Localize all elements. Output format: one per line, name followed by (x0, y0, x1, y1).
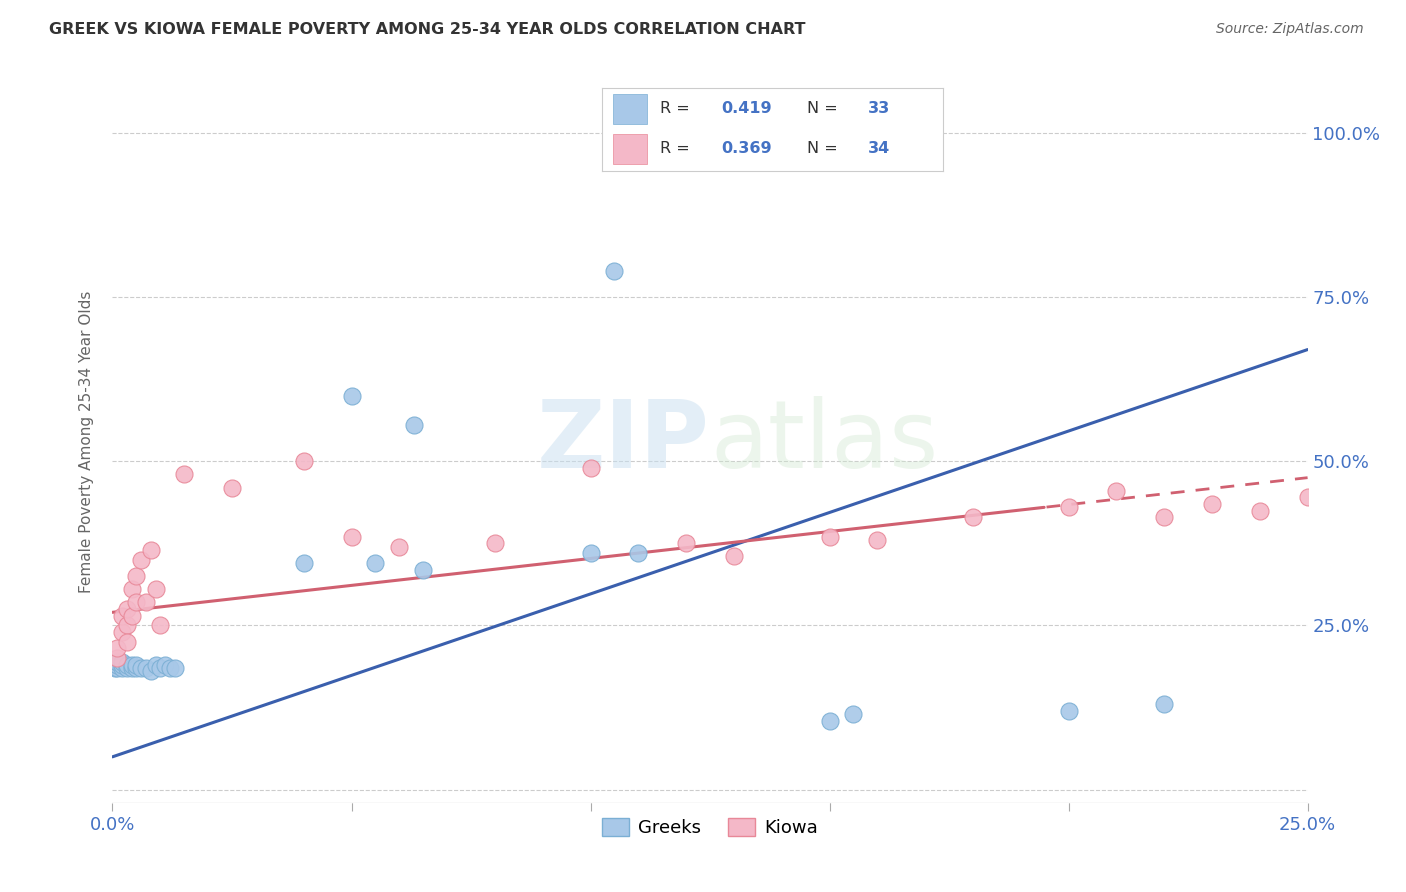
Point (121, 608, 143, 623)
Point (105, 657, 128, 672)
Point (842, 707, 865, 722)
Point (579, 546, 602, 560)
Point (105, 655, 128, 669)
Point (1153, 510, 1175, 524)
Point (1153, 698, 1175, 712)
Point (121, 661, 143, 675)
Point (105, 641, 128, 656)
Point (1057, 704, 1080, 718)
Point (111, 608, 134, 623)
Point (340, 530, 363, 544)
Point (149, 661, 172, 675)
Point (125, 657, 148, 672)
Text: atlas: atlas (710, 395, 938, 488)
Point (115, 602, 138, 616)
Point (104, 661, 127, 675)
Point (129, 553, 152, 567)
Point (388, 540, 411, 554)
Point (129, 661, 152, 675)
Point (125, 595, 148, 609)
Point (962, 510, 984, 524)
Point (1201, 497, 1223, 511)
Point (340, 388, 363, 402)
Point (402, 418, 425, 433)
Point (292, 454, 315, 468)
Point (125, 569, 148, 583)
Point (135, 661, 157, 675)
Point (111, 655, 134, 669)
Point (163, 661, 186, 675)
Point (1057, 500, 1080, 515)
Point (1105, 483, 1128, 498)
Point (111, 625, 134, 640)
Point (292, 556, 315, 570)
Point (125, 661, 148, 675)
Point (221, 481, 243, 495)
Point (1296, 491, 1319, 505)
Point (111, 657, 134, 672)
Point (115, 657, 138, 672)
Point (145, 657, 167, 672)
Point (145, 582, 167, 597)
Point (818, 530, 841, 544)
Text: ZIP: ZIP (537, 395, 710, 488)
Text: GREEK VS KIOWA FEMALE POVERTY AMONG 25-34 YEAR OLDS CORRELATION CHART: GREEK VS KIOWA FEMALE POVERTY AMONG 25-3… (49, 22, 806, 37)
Point (866, 533, 889, 547)
Point (121, 657, 143, 672)
Legend: Greeks, Kiowa: Greeks, Kiowa (595, 811, 825, 845)
Point (139, 665, 162, 679)
Point (412, 563, 434, 577)
Point (173, 467, 195, 482)
Point (627, 546, 650, 560)
Point (159, 661, 181, 675)
Point (1249, 503, 1271, 517)
Point (579, 460, 602, 475)
Point (135, 595, 157, 609)
Y-axis label: Female Poverty Among 25-34 Year Olds: Female Poverty Among 25-34 Year Olds (79, 291, 94, 592)
Point (111, 661, 134, 675)
Point (105, 651, 128, 665)
Text: Source: ZipAtlas.com: Source: ZipAtlas.com (1216, 22, 1364, 37)
Point (484, 536, 506, 550)
Point (115, 618, 138, 632)
Point (723, 549, 745, 564)
Point (105, 661, 128, 675)
Point (121, 582, 143, 597)
Point (153, 657, 176, 672)
Point (603, 264, 626, 278)
Point (115, 661, 138, 675)
Point (364, 556, 387, 570)
Point (818, 714, 841, 728)
Point (149, 618, 172, 632)
Point (115, 635, 138, 649)
Point (675, 536, 697, 550)
Point (139, 542, 162, 557)
